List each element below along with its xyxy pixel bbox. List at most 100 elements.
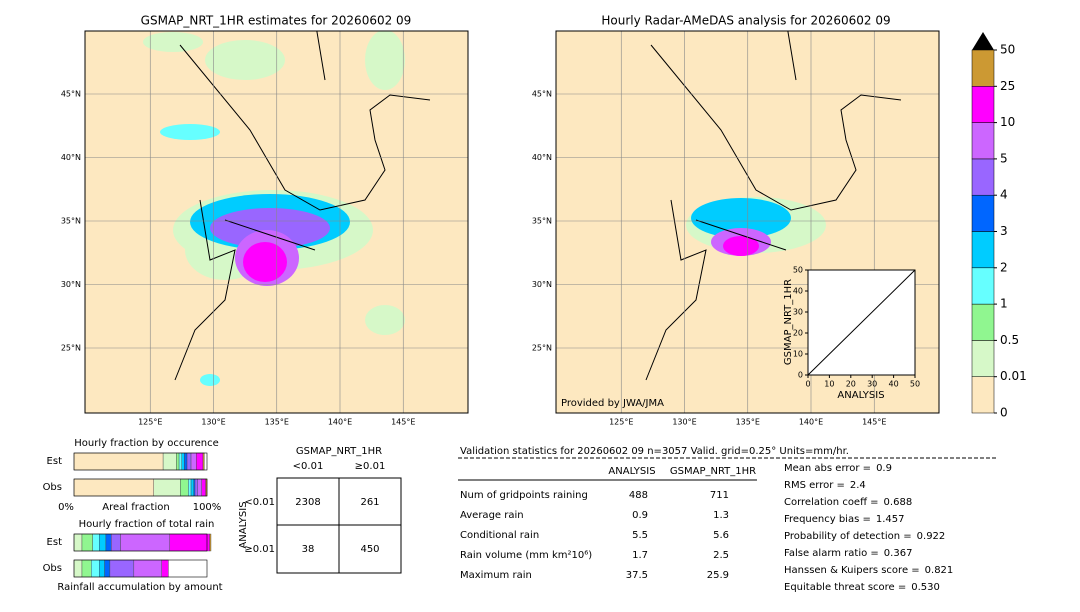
y-tick-label: 30: [793, 308, 803, 317]
fraction-segment: [180, 478, 189, 497]
y-tick-label: 40: [793, 287, 803, 296]
x-tick-label: 0: [805, 380, 810, 389]
value: 1.7: [632, 550, 648, 561]
score: RMS error = 2.4: [784, 480, 866, 491]
value: 711: [710, 490, 729, 501]
rain-area: [210, 208, 330, 248]
coastline: [645, 31, 902, 381]
rain-area: [205, 40, 285, 80]
y-tick-label: 0: [798, 371, 803, 380]
credit: Provided by JWA/JMA: [561, 398, 664, 409]
fraction-segment: [81, 559, 92, 578]
row-label: Maximum rain: [460, 570, 532, 581]
rain-area: [365, 31, 405, 90]
diagonal: [807, 269, 916, 376]
score-value: 0.9: [876, 463, 892, 474]
row-label: Num of gridpoints raining: [460, 490, 588, 501]
validation-header: Validation statistics for 20260602 09 n=…: [460, 446, 849, 457]
colorbar-extend: [972, 32, 994, 50]
score-label: Mean abs error =: [784, 463, 871, 474]
colorbar-segment: [971, 158, 995, 196]
col-label: <0.01: [293, 461, 324, 472]
value: 0.9: [632, 510, 648, 521]
value: 25.9: [707, 570, 729, 581]
axis-label: 100%: [193, 502, 222, 513]
x-tick-label: 20: [846, 380, 856, 389]
score-label: Probability of detection =: [784, 531, 912, 542]
row-label: Est: [47, 537, 63, 548]
score: Hanssen & Kuipers score = 0.821: [784, 565, 953, 576]
colorbar-label: 4: [1000, 188, 1008, 202]
row-label: Obs: [43, 563, 62, 574]
coastline: [174, 31, 431, 381]
score-label: Frequency bias =: [784, 514, 871, 525]
score: Frequency bias = 1.457: [784, 514, 905, 525]
score-label: False alarm ratio =: [784, 548, 879, 559]
x-tick-label: 40: [889, 380, 899, 389]
lat-label: 40°N: [61, 153, 81, 162]
row-label: ≥0.01: [244, 544, 275, 555]
rain-area: [723, 236, 759, 256]
fraction-segment: [197, 478, 202, 497]
contingency-title: GSMAP_NRT_1HR: [296, 446, 382, 457]
lon-label: 145°E: [391, 418, 415, 427]
value: 1.3: [713, 510, 729, 521]
score-value: 0.530: [911, 582, 940, 593]
colorbar-segment: [971, 122, 995, 160]
fraction-segment: [153, 478, 181, 497]
fraction-segment: [181, 452, 185, 471]
colorbar-label: 3: [1000, 224, 1008, 238]
lon-label: 125°E: [138, 418, 162, 427]
table-cell: 38: [302, 544, 315, 555]
lon-label: 145°E: [862, 418, 886, 427]
lon-label: 140°E: [799, 418, 823, 427]
colorbar-segment: [971, 303, 995, 341]
lat-label: 25°N: [61, 344, 81, 353]
score-label: Correlation coeff =: [784, 497, 879, 508]
fraction-segment: [184, 452, 188, 471]
fraction-segment: [99, 533, 107, 552]
score-value: 0.821: [925, 565, 954, 576]
fraction-segment: [202, 452, 205, 471]
fraction-segment: [92, 533, 100, 552]
colorbar-segment: [971, 267, 995, 305]
table-cell: 261: [360, 497, 379, 508]
y-tick-label: 10: [793, 350, 803, 359]
column-header: GSMAP_NRT_1HR: [670, 466, 756, 477]
colorbar-label: 5: [1000, 151, 1008, 165]
lat-label: 30°N: [532, 280, 552, 289]
value: 37.5: [626, 570, 648, 581]
lon-label: 135°E: [265, 418, 289, 427]
colorbar-label: 0.5: [1000, 333, 1019, 347]
fraction-segment: [176, 452, 180, 471]
table-cell: 450: [360, 544, 379, 555]
fraction-segment: [105, 533, 112, 552]
fraction-segment: [196, 452, 204, 471]
fraction-segment: [190, 478, 194, 497]
colorbar-segment: [971, 231, 995, 269]
score: Probability of detection = 0.922: [784, 531, 945, 542]
x-tick-label: 30: [867, 380, 877, 389]
fraction-segment: [161, 559, 169, 578]
col-label: ≥0.01: [355, 461, 386, 472]
left-map-title: GSMAP_NRT_1HR estimates for 20260602 09: [141, 14, 412, 28]
fraction-segment: [190, 452, 197, 471]
fraction-segment: [201, 478, 206, 497]
lon-label: 130°E: [201, 418, 225, 427]
bar-frame: [73, 452, 208, 471]
score-value: 0.367: [884, 548, 913, 559]
lat-label: 45°N: [532, 90, 552, 99]
rain-area: [365, 305, 405, 335]
lon-label: 135°E: [736, 418, 760, 427]
y-axis-label: GSMAP_NRT_1HR: [783, 279, 794, 365]
fraction-segment: [91, 559, 100, 578]
map-area: [85, 31, 468, 413]
score-label: Equitable threat score =: [784, 582, 906, 593]
y-tick-label: 20: [793, 329, 803, 338]
total-rain-caption: Rainfall accumulation by amount: [57, 582, 222, 593]
score: Equitable threat score = 0.530: [784, 582, 940, 593]
score-label: RMS error =: [784, 480, 845, 491]
fraction-segment: [73, 533, 83, 552]
value: 5.5: [632, 530, 648, 541]
